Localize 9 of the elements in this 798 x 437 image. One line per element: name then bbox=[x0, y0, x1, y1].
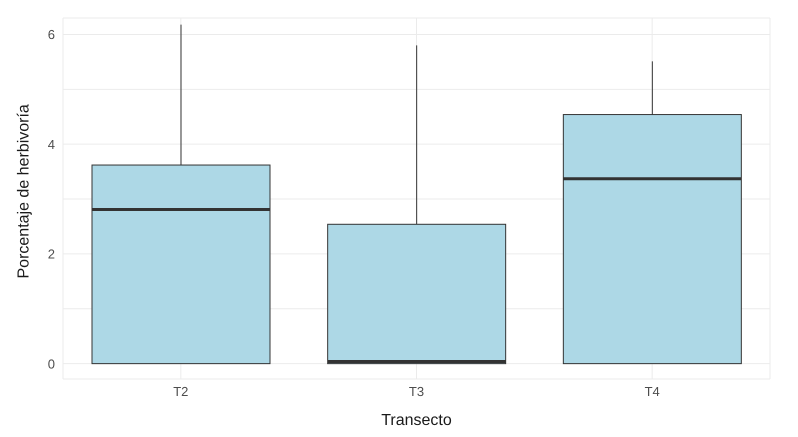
y-tick-label: 2 bbox=[48, 246, 55, 262]
y-tick-label: 0 bbox=[48, 356, 55, 372]
y-tick-label: 6 bbox=[48, 27, 55, 42]
x-tick-label: T2 bbox=[173, 384, 188, 400]
y-axis-title: Porcentaje de herbivoría bbox=[16, 104, 33, 278]
x-tick-label: T3 bbox=[408, 384, 424, 400]
y-tick-label: 4 bbox=[48, 136, 55, 152]
x-axis-title: Transecto bbox=[381, 412, 452, 429]
x-tick-label: T4 bbox=[644, 384, 660, 400]
